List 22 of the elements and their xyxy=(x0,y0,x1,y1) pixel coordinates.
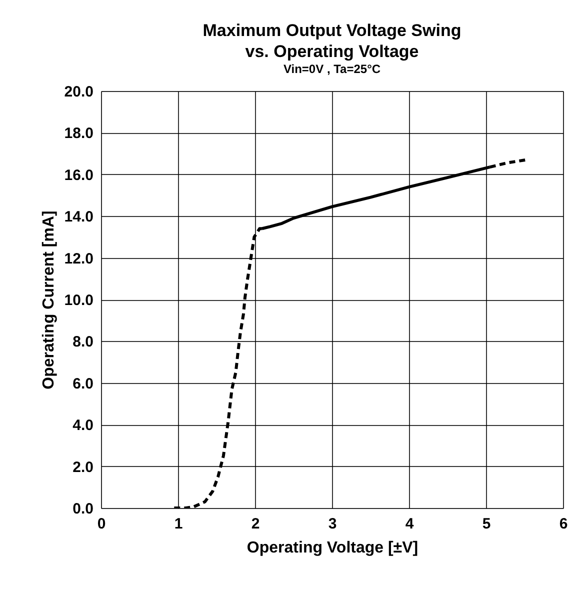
y-tick-label: 18.0 xyxy=(64,125,94,142)
x-tick-label: 3 xyxy=(328,516,337,532)
y-tick-label: 6.0 xyxy=(72,375,94,392)
y-tick-label: 10.0 xyxy=(64,292,94,309)
chart-subtitle: Vin=0V , Ta=25°C xyxy=(283,62,381,76)
x-tick-label: 2 xyxy=(251,516,260,532)
y-tick-label: 2.0 xyxy=(72,458,94,476)
y-tick-label: 8.0 xyxy=(72,334,94,351)
x-tick-label: 6 xyxy=(559,516,568,532)
x-tick-label: 5 xyxy=(482,516,491,532)
y-tick-label: 16.0 xyxy=(64,166,94,184)
y-tick-label: 4.0 xyxy=(72,417,94,434)
x-tick-label: 4 xyxy=(405,516,414,532)
x-tick-label: 0 xyxy=(97,516,106,532)
y-axis-title: Operating Current [mA] xyxy=(40,210,58,390)
x-tick-label: 1 xyxy=(174,516,183,532)
y-tick-label: 0.0 xyxy=(72,500,94,518)
y-tick-label: 20.0 xyxy=(64,84,94,100)
x-axis-title: Operating Voltage [±V] xyxy=(246,540,418,556)
y-tick-label: 12.0 xyxy=(64,250,94,268)
y-tick-label: 14.0 xyxy=(64,208,94,226)
chart-title: Maximum Output Voltage Swing vs. Operating Voltage xyxy=(202,21,462,61)
